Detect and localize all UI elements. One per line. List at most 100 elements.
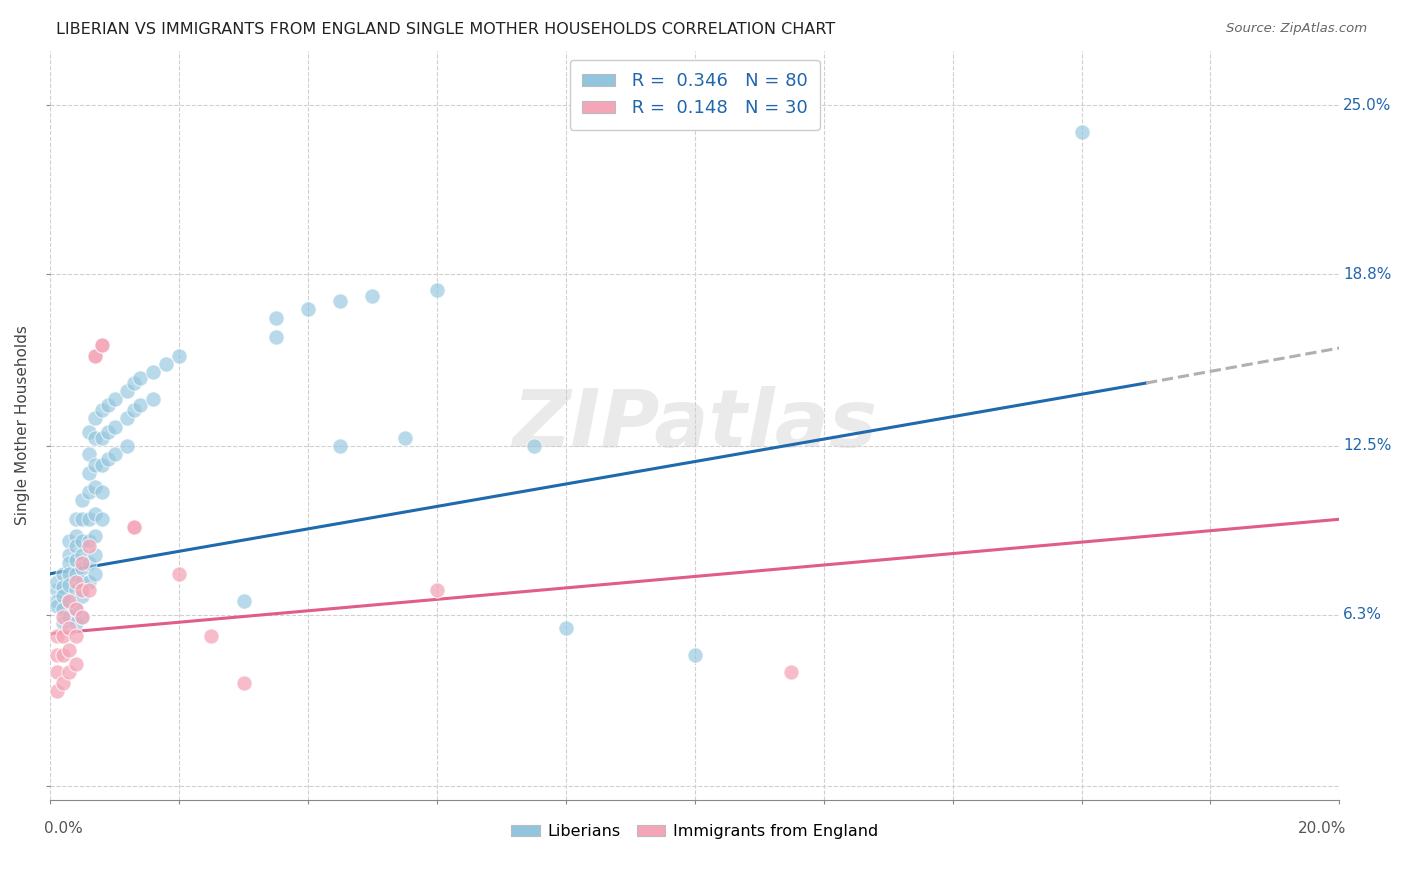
Point bbox=[77, 485, 100, 500]
Point bbox=[329, 439, 352, 453]
Point bbox=[65, 553, 87, 567]
Point bbox=[200, 629, 222, 643]
Point bbox=[77, 556, 100, 570]
Point bbox=[45, 583, 67, 598]
Point bbox=[104, 392, 127, 407]
Point bbox=[117, 411, 139, 425]
Point bbox=[72, 493, 94, 508]
Point bbox=[72, 534, 94, 549]
Point bbox=[65, 540, 87, 554]
Point bbox=[523, 439, 546, 453]
Point bbox=[142, 365, 165, 379]
Point bbox=[52, 580, 75, 594]
Point bbox=[58, 534, 80, 549]
Point bbox=[84, 349, 107, 363]
Point bbox=[52, 648, 75, 663]
Point bbox=[84, 507, 107, 521]
Legend: Liberians, Immigrants from England: Liberians, Immigrants from England bbox=[505, 818, 884, 846]
Point bbox=[84, 431, 107, 445]
Point bbox=[72, 610, 94, 624]
Point bbox=[104, 419, 127, 434]
Point bbox=[72, 556, 94, 570]
Point bbox=[77, 425, 100, 439]
Point bbox=[72, 548, 94, 562]
Point bbox=[77, 583, 100, 598]
Point bbox=[1070, 125, 1092, 139]
Point bbox=[52, 629, 75, 643]
Point bbox=[58, 566, 80, 581]
Point bbox=[84, 548, 107, 562]
Point bbox=[45, 599, 67, 614]
Point bbox=[155, 357, 177, 371]
Point bbox=[77, 540, 100, 554]
Point bbox=[232, 675, 254, 690]
Point bbox=[77, 447, 100, 461]
Point bbox=[58, 556, 80, 570]
Text: 0.0%: 0.0% bbox=[44, 821, 83, 836]
Point bbox=[52, 615, 75, 630]
Point bbox=[45, 665, 67, 679]
Point bbox=[90, 431, 112, 445]
Point bbox=[683, 648, 706, 663]
Point bbox=[72, 574, 94, 589]
Point bbox=[77, 466, 100, 480]
Point bbox=[84, 411, 107, 425]
Point bbox=[117, 384, 139, 399]
Point bbox=[84, 458, 107, 472]
Point bbox=[84, 479, 107, 493]
Text: 20.0%: 20.0% bbox=[1298, 821, 1346, 836]
Point bbox=[232, 594, 254, 608]
Point bbox=[361, 289, 384, 303]
Point bbox=[142, 392, 165, 407]
Point bbox=[122, 520, 145, 534]
Point bbox=[58, 548, 80, 562]
Point bbox=[72, 583, 94, 598]
Point bbox=[72, 561, 94, 575]
Text: Source: ZipAtlas.com: Source: ZipAtlas.com bbox=[1226, 22, 1367, 36]
Point bbox=[780, 665, 803, 679]
Point bbox=[297, 302, 319, 317]
Point bbox=[167, 349, 190, 363]
Point bbox=[58, 665, 80, 679]
Point bbox=[72, 512, 94, 526]
Point bbox=[58, 577, 80, 591]
Point bbox=[45, 594, 67, 608]
Point bbox=[329, 294, 352, 309]
Point bbox=[58, 610, 80, 624]
Point bbox=[65, 566, 87, 581]
Point bbox=[45, 684, 67, 698]
Point bbox=[84, 349, 107, 363]
Point bbox=[77, 534, 100, 549]
Point bbox=[90, 458, 112, 472]
Point bbox=[426, 284, 449, 298]
Y-axis label: Single Mother Households: Single Mother Households bbox=[15, 326, 30, 525]
Point bbox=[52, 566, 75, 581]
Point bbox=[65, 602, 87, 616]
Point bbox=[122, 520, 145, 534]
Point bbox=[65, 528, 87, 542]
Point bbox=[90, 403, 112, 417]
Point bbox=[65, 574, 87, 589]
Point bbox=[65, 657, 87, 671]
Point bbox=[45, 574, 67, 589]
Text: LIBERIAN VS IMMIGRANTS FROM ENGLAND SINGLE MOTHER HOUSEHOLDS CORRELATION CHART: LIBERIAN VS IMMIGRANTS FROM ENGLAND SING… bbox=[56, 22, 835, 37]
Point bbox=[122, 376, 145, 390]
Text: 18.8%: 18.8% bbox=[1343, 267, 1392, 282]
Point bbox=[58, 594, 80, 608]
Point bbox=[84, 528, 107, 542]
Point bbox=[58, 621, 80, 635]
Point bbox=[90, 485, 112, 500]
Text: 6.3%: 6.3% bbox=[1343, 607, 1382, 622]
Point bbox=[45, 629, 67, 643]
Point bbox=[65, 583, 87, 598]
Point bbox=[90, 338, 112, 352]
Point bbox=[77, 512, 100, 526]
Point bbox=[90, 512, 112, 526]
Point bbox=[264, 310, 287, 325]
Point bbox=[72, 610, 94, 624]
Point bbox=[65, 629, 87, 643]
Point bbox=[52, 675, 75, 690]
Text: ZIPatlas: ZIPatlas bbox=[512, 386, 877, 464]
Point bbox=[394, 431, 416, 445]
Point bbox=[97, 425, 120, 439]
